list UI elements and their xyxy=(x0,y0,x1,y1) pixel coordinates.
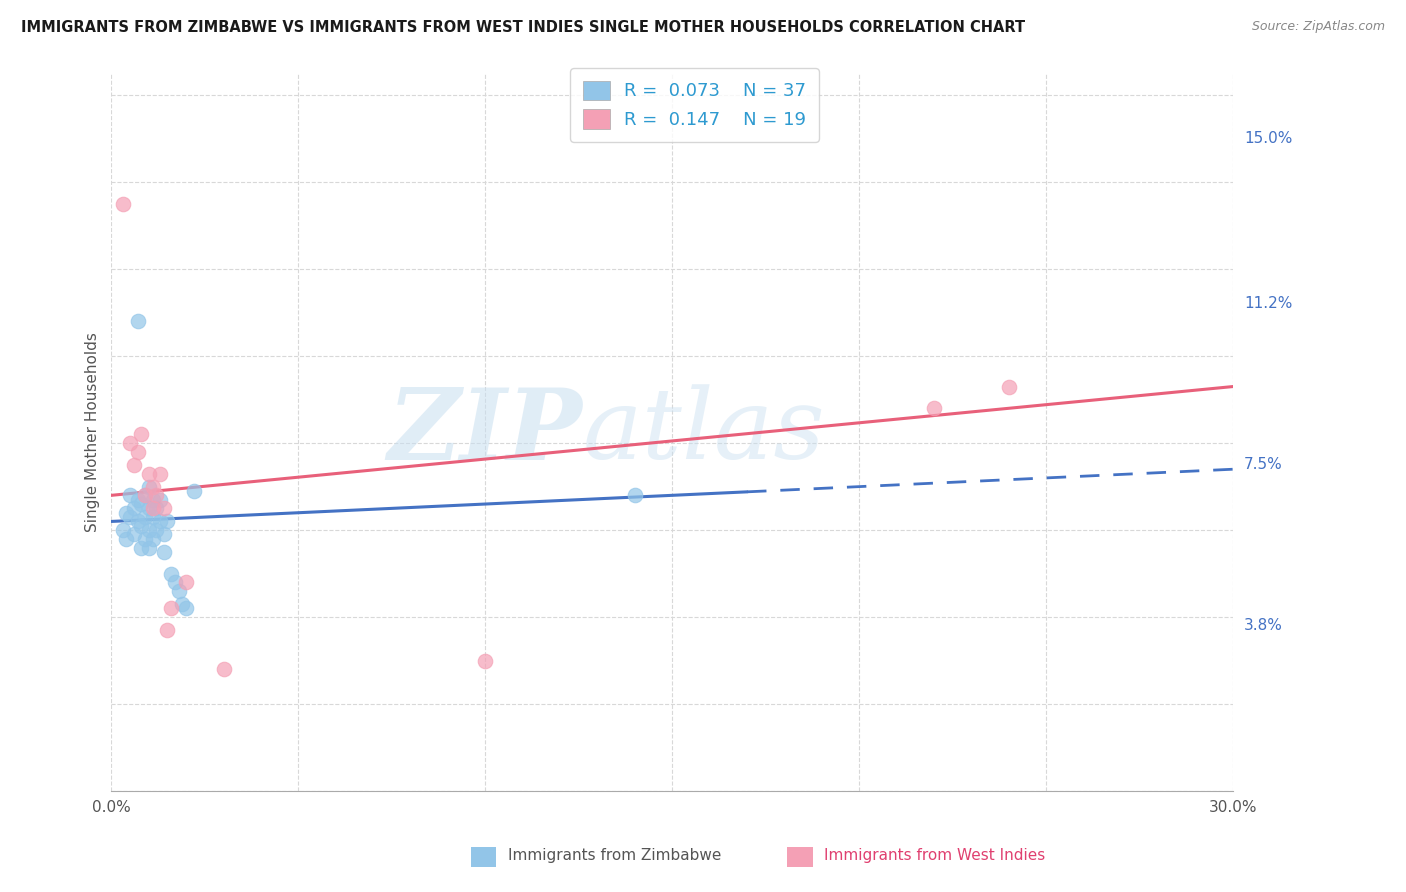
Point xyxy=(134,488,156,502)
Text: IMMIGRANTS FROM ZIMBABWE VS IMMIGRANTS FROM WEST INDIES SINGLE MOTHER HOUSEHOLDS: IMMIGRANTS FROM ZIMBABWE VS IMMIGRANTS F… xyxy=(21,20,1025,35)
Point xyxy=(152,527,174,541)
Point xyxy=(131,427,153,442)
Point xyxy=(115,532,138,546)
Point xyxy=(111,196,134,211)
Point xyxy=(131,541,153,555)
Point xyxy=(174,601,197,615)
Point xyxy=(120,510,142,524)
Point xyxy=(152,545,174,559)
Point xyxy=(131,497,153,511)
Point xyxy=(122,501,145,516)
Point xyxy=(212,662,235,676)
Point xyxy=(138,501,160,516)
Point xyxy=(156,624,179,638)
Point xyxy=(127,492,149,507)
Point xyxy=(127,314,149,328)
Point xyxy=(134,488,156,502)
Point xyxy=(138,480,160,494)
Text: 7.5%: 7.5% xyxy=(1244,458,1282,473)
Point xyxy=(145,523,167,537)
Point xyxy=(127,445,149,459)
Point xyxy=(115,506,138,520)
Point xyxy=(149,467,172,481)
Point xyxy=(138,541,160,555)
Point xyxy=(149,492,172,507)
Point xyxy=(174,575,197,590)
Point xyxy=(997,379,1019,393)
Point xyxy=(474,654,496,668)
Y-axis label: Single Mother Households: Single Mother Households xyxy=(86,333,100,533)
Point xyxy=(145,501,167,516)
Point xyxy=(163,575,186,590)
Point xyxy=(183,483,205,498)
Point xyxy=(160,601,183,615)
Point xyxy=(156,515,179,529)
Point xyxy=(127,515,149,529)
Point xyxy=(149,515,172,529)
Text: 11.2%: 11.2% xyxy=(1244,296,1292,311)
Point xyxy=(141,501,163,516)
Point xyxy=(922,401,945,416)
Point xyxy=(172,597,194,611)
Point xyxy=(152,501,174,516)
Point xyxy=(120,488,142,502)
Text: atlas: atlas xyxy=(582,384,825,480)
Text: Immigrants from Zimbabwe: Immigrants from Zimbabwe xyxy=(508,848,721,863)
Point xyxy=(138,523,160,537)
Text: Source: ZipAtlas.com: Source: ZipAtlas.com xyxy=(1251,20,1385,33)
Legend: R =  0.073    N = 37, R =  0.147    N = 19: R = 0.073 N = 37, R = 0.147 N = 19 xyxy=(571,68,820,142)
Point xyxy=(141,510,163,524)
Point xyxy=(141,532,163,546)
Text: ZIP: ZIP xyxy=(388,384,582,481)
Text: 3.8%: 3.8% xyxy=(1244,618,1284,633)
Point xyxy=(122,458,145,472)
Point xyxy=(111,523,134,537)
Point xyxy=(141,480,163,494)
Point xyxy=(624,488,647,502)
Point xyxy=(160,566,183,581)
Text: 15.0%: 15.0% xyxy=(1244,131,1292,146)
Point xyxy=(145,488,167,502)
Point xyxy=(138,467,160,481)
Point xyxy=(167,584,190,599)
Point xyxy=(122,527,145,541)
Point xyxy=(134,532,156,546)
Point xyxy=(131,518,153,533)
Point xyxy=(141,492,163,507)
Point xyxy=(134,510,156,524)
Point xyxy=(120,436,142,450)
Text: Immigrants from West Indies: Immigrants from West Indies xyxy=(824,848,1045,863)
